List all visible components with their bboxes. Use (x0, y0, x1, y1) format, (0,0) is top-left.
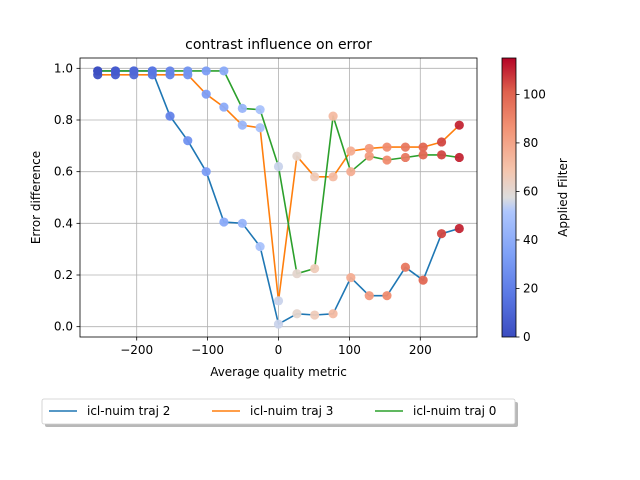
data-point (165, 111, 175, 121)
data-point (219, 66, 229, 76)
data-point (310, 310, 320, 320)
data-point (129, 66, 139, 76)
data-point (328, 309, 338, 319)
data-point (418, 150, 428, 160)
data-point (400, 142, 410, 152)
data-point (454, 152, 464, 163)
data-point (237, 103, 247, 113)
colorbar-ticks: 0 20 40 60 80 100 (516, 87, 546, 344)
data-point (219, 217, 229, 227)
data-point (201, 167, 211, 177)
data-point (93, 66, 103, 76)
x-axis-label: Average quality metric (210, 365, 347, 379)
data-point (382, 155, 392, 165)
data-point (273, 319, 284, 329)
data-point (454, 223, 464, 234)
scatter-points (93, 66, 464, 329)
data-point (292, 309, 302, 319)
data-point (147, 66, 157, 76)
data-point (436, 137, 447, 147)
data-point (183, 136, 193, 146)
data-point (310, 172, 320, 182)
data-point (237, 218, 247, 228)
data-point (400, 262, 410, 272)
data-point (454, 120, 464, 130)
colorbar-label: Applied Filter (556, 158, 570, 237)
data-point (110, 66, 121, 76)
data-point (346, 272, 356, 283)
x-tick-label: 0 (275, 343, 283, 357)
colorbar-gradient (501, 57, 517, 338)
legend-label-traj-3: icl-nuim traj 3 (250, 404, 333, 418)
data-point (418, 142, 428, 152)
legend-label-traj-2: icl-nuim traj 2 (87, 404, 170, 418)
data-point (201, 89, 211, 99)
data-point (237, 120, 247, 130)
colorbar-tick-label: 20 (523, 281, 538, 295)
x-tick-label: 100 (338, 343, 361, 357)
data-point (436, 150, 447, 160)
x-tick-label: −200 (120, 343, 153, 357)
colorbar-tick-label: 40 (523, 233, 538, 247)
data-point (382, 291, 392, 301)
data-point (436, 229, 447, 239)
y-tick-label: 0.4 (54, 216, 73, 230)
data-point (292, 151, 302, 161)
data-point (292, 269, 302, 279)
y-axis-ticks: 0.0 0.2 0.4 0.6 0.8 1.0 (54, 61, 80, 334)
data-point (165, 66, 175, 76)
x-axis-ticks: −200 −100 0 100 200 (120, 337, 432, 357)
colorbar-tick-label: 100 (523, 87, 546, 101)
data-point (273, 296, 284, 306)
chart-title: contrast influence on error (185, 37, 372, 53)
y-axis-label: Error difference (29, 151, 43, 244)
data-point (201, 66, 211, 76)
legend: icl-nuim traj 2 icl-nuim traj 3 icl-nuim… (41, 398, 518, 427)
y-tick-label: 0.0 (54, 320, 73, 334)
data-point (418, 275, 428, 285)
legend-box (41, 398, 516, 425)
colorbar-tick-label: 0 (523, 330, 531, 344)
data-point (183, 66, 193, 76)
data-point (219, 102, 229, 112)
colorbar-tick-label: 80 (523, 136, 538, 150)
data-point (255, 105, 265, 115)
data-point (346, 146, 356, 156)
data-point (255, 241, 265, 252)
data-point (255, 123, 265, 133)
data-point (382, 142, 392, 152)
data-point (273, 161, 284, 172)
y-tick-label: 0.2 (54, 268, 73, 282)
data-point (310, 263, 320, 274)
data-point (346, 167, 356, 177)
x-tick-label: 200 (409, 343, 432, 357)
y-tick-label: 1.0 (54, 61, 73, 75)
data-point (364, 291, 374, 301)
data-point (364, 143, 374, 154)
legend-label-traj-0: icl-nuim traj 0 (413, 404, 496, 418)
data-point (328, 172, 338, 182)
colorbar-tick-label: 60 (523, 184, 538, 198)
x-tick-label: −100 (191, 343, 224, 357)
data-point (328, 111, 338, 121)
y-tick-label: 0.8 (54, 113, 73, 127)
data-point (364, 151, 374, 161)
y-tick-label: 0.6 (54, 165, 73, 179)
data-point (400, 152, 410, 163)
